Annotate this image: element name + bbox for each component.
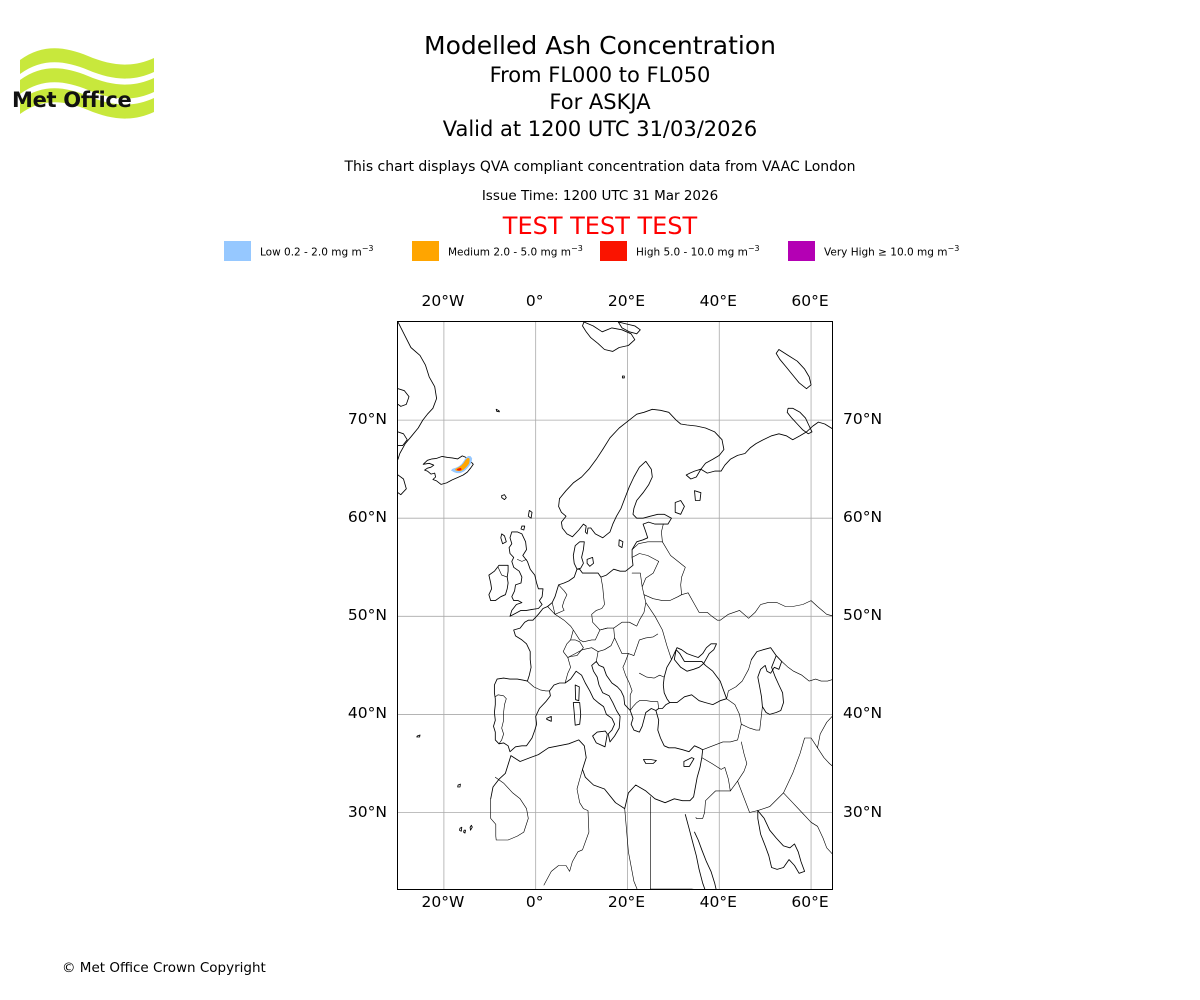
- graticule-grid: [398, 322, 832, 889]
- lon-tick-60°E: 60°E: [791, 292, 829, 310]
- legend-item-very-high: Very High ≥ 10.0 mg m−3: [788, 241, 976, 261]
- lon-tick-20°E: 20°E: [607, 292, 646, 310]
- lat-tick-70°N: 70°N: [347, 410, 387, 429]
- copyright-footer: © Met Office Crown Copyright: [62, 960, 266, 976]
- page-title: Modelled Ash Concentration: [424, 31, 776, 60]
- lat-tick-60°N: 60°N: [843, 508, 883, 527]
- chart-title-block: Modelled Ash Concentration From FL000 to…: [0, 0, 1200, 240]
- legend-label-medium: Medium 2.0 - 5.0 mg m−3: [448, 244, 583, 259]
- lon-tick-0°: 0°: [525, 893, 544, 911]
- legend-label-high: High 5.0 - 10.0 mg m−3: [636, 244, 760, 259]
- legend-label-very-high: Very High ≥ 10.0 mg m−3: [824, 244, 960, 259]
- lat-tick-30°N: 30°N: [347, 802, 387, 821]
- lat-tick-60°N: 60°N: [347, 508, 387, 527]
- test-banner: TEST TEST TEST: [502, 212, 698, 240]
- legend-swatch-medium: [412, 241, 439, 261]
- flight-level-subtitle: From FL000 to FL050: [489, 63, 711, 87]
- ash-plume: [450, 455, 473, 474]
- issue-time: Issue Time: 1200 UTC 31 Mar 2026: [481, 188, 719, 204]
- legend-item-low: Low 0.2 - 2.0 mg m−3: [224, 241, 412, 261]
- lat-tick-50°N: 50°N: [843, 606, 883, 625]
- legend-item-high: High 5.0 - 10.0 mg m−3: [600, 241, 788, 261]
- lon-tick-20°E: 20°E: [607, 893, 646, 911]
- lat-tick-40°N: 40°N: [843, 704, 883, 723]
- lon-tick-20°W: 20°W: [421, 292, 465, 310]
- legend-item-medium: Medium 2.0 - 5.0 mg m−3: [412, 241, 600, 261]
- met-office-logo: [12, 22, 212, 122]
- legend-label-low: Low 0.2 - 2.0 mg m−3: [260, 244, 374, 259]
- met-office-wordmark: Met Office: [12, 88, 132, 112]
- valid-time-subtitle: Valid at 1200 UTC 31/03/2026: [442, 117, 758, 141]
- legend-swatch-low: [224, 241, 251, 261]
- lon-tick-40°E: 40°E: [699, 292, 737, 310]
- met-office-logo-waves: [20, 48, 154, 119]
- concentration-legend: Low 0.2 - 2.0 mg m−3 Medium 2.0 - 5.0 mg…: [0, 241, 1200, 261]
- lat-tick-70°N: 70°N: [843, 410, 883, 429]
- coastlines: [398, 322, 832, 889]
- map-canvas: [398, 322, 832, 889]
- lon-tick-60°E: 60°E: [791, 893, 829, 911]
- lat-tick-50°N: 50°N: [347, 606, 387, 625]
- map-frame: [397, 321, 833, 890]
- legend-swatch-very-high: [788, 241, 815, 261]
- volcano-subtitle: For ASKJA: [549, 90, 651, 114]
- lon-tick-40°E: 40°E: [699, 893, 737, 911]
- lat-tick-40°N: 40°N: [347, 704, 387, 723]
- ash-concentration-map: [397, 321, 833, 890]
- legend-swatch-high: [600, 241, 627, 261]
- lon-tick-0°: 0°: [525, 292, 544, 310]
- lat-tick-30°N: 30°N: [843, 802, 883, 821]
- qva-note: This chart displays QVA compliant concen…: [344, 159, 856, 175]
- lon-tick-20°W: 20°W: [421, 893, 465, 911]
